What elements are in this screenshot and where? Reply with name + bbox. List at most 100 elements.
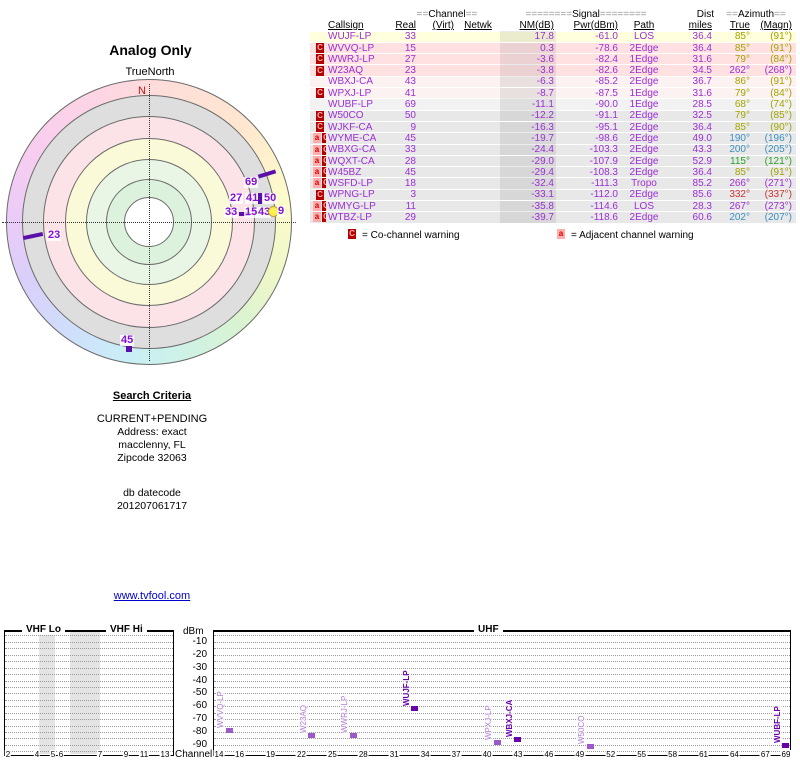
- cell-nm: -32.4: [500, 178, 556, 190]
- column-header-miles: miles: [688, 19, 712, 31]
- cell-true: 86°: [734, 76, 750, 88]
- channel-tick-label: 61: [698, 750, 709, 759]
- cell-pwr: -95.1: [595, 121, 618, 133]
- dbm-gridline: [214, 725, 790, 727]
- adjacent-channel-legend-text: = Adjacent channel warning: [571, 230, 694, 241]
- group-header-dist: Dist: [696, 8, 714, 20]
- db-datecode-value: 201207061717: [116, 500, 188, 512]
- channel-tick-label: 40: [481, 750, 493, 759]
- co-channel-warning-icon: C: [322, 178, 326, 189]
- cell-warn: C: [310, 42, 326, 54]
- dbm-gridline: [214, 635, 790, 637]
- cell-nm: -19.7: [500, 132, 556, 144]
- cell-magn: (85°): [770, 110, 792, 122]
- cell-miles: 36.4: [692, 42, 712, 54]
- vhf-gray-band: [70, 632, 100, 754]
- cell-warn: C: [310, 189, 326, 200]
- cell-true: 115°: [730, 155, 750, 167]
- channel-tick-label: 28: [357, 750, 369, 759]
- cell-true: 85°: [734, 31, 750, 43]
- cell-magn: (91°): [770, 76, 792, 88]
- cell-path: 2Edge: [629, 212, 659, 223]
- cell-pwr: -90.0: [595, 99, 618, 111]
- signal-bar: [349, 733, 357, 739]
- cell-path: LOS: [633, 200, 654, 212]
- signal-bar: [411, 705, 419, 711]
- channel-tick-label: 11: [138, 750, 150, 759]
- column-header-true: True: [729, 19, 750, 31]
- cell-callsign: WUJF-LP: [328, 31, 372, 43]
- polar-channel-label: 27: [229, 192, 244, 204]
- dbm-gridline: [5, 654, 173, 656]
- cell-real: 45: [404, 132, 416, 144]
- co-channel-legend-text: = Co-channel warning: [362, 230, 460, 241]
- cell-nm: -3.6: [500, 53, 556, 65]
- cell-miles: 43.3: [692, 144, 712, 156]
- cell-callsign: WQXT-CA: [328, 155, 375, 167]
- channel-tick-label: 52: [605, 750, 617, 759]
- channel-square-marker: [126, 346, 132, 352]
- dbm-gridline: [5, 641, 173, 643]
- cell-callsign: W45BZ: [328, 166, 362, 178]
- table-row: aCWMYG-LP 11 -35.8 -114.6 LOS 28.3 267° (273°): [310, 200, 796, 212]
- channel-tick-label: 4: [33, 750, 41, 759]
- adjacent-channel-warning-icon: a: [313, 201, 321, 212]
- dbm-gridline: [214, 641, 790, 643]
- cell-magn: (91°): [770, 42, 792, 54]
- co-channel-warning-icon: C: [316, 65, 324, 76]
- cell-nm: -3.8: [500, 65, 556, 77]
- dbm-gridline: [214, 706, 790, 708]
- search-zipcode: Zipcode 32063: [117, 452, 187, 464]
- cell-pwr: -87.5: [595, 87, 618, 99]
- dbm-gridline: [214, 674, 790, 676]
- co-channel-warning-icon: C: [322, 133, 326, 144]
- cell-miles: 85.2: [692, 178, 712, 190]
- cell-pwr: -98.6: [595, 132, 618, 144]
- cell-path: 2Edge: [629, 76, 659, 88]
- dbm-gridline: [5, 712, 173, 714]
- channel-tick-label: 19: [265, 750, 276, 759]
- cell-pwr: -108.3: [589, 166, 618, 178]
- cell-callsign: WTBZ-LP: [328, 212, 372, 223]
- signal-table: ==Channel== ========Signal======== Dist ==A…: [310, 8, 796, 223]
- dbm-gridline: [5, 648, 173, 650]
- cell-magn: (74°): [770, 99, 792, 111]
- cell-magn: (268°): [764, 65, 792, 77]
- adjacent-channel-warning-icon: a: [313, 133, 321, 144]
- cell-pwr: -91.1: [595, 110, 618, 122]
- dbm-gridline: [214, 693, 790, 695]
- cell-warn: aC: [310, 178, 326, 189]
- cell-pwr: -107.9: [589, 155, 618, 167]
- column-header-path: Path: [633, 19, 655, 31]
- channel-tick-label: 67: [759, 750, 771, 759]
- cell-miles: 31.6: [692, 53, 712, 65]
- vhf-box: [4, 630, 174, 756]
- cell-pwr: -78.6: [595, 42, 618, 54]
- bar-callsign-label: W23AQ: [298, 705, 308, 734]
- cell-pwr: -114.6: [590, 200, 618, 212]
- cell-true: 332°: [729, 189, 750, 201]
- dbm-gridline: [214, 744, 790, 746]
- adjacent-channel-warning-icon: a: [313, 178, 321, 189]
- cell-callsign: WVVQ-LP: [328, 42, 375, 54]
- cell-true: 68°: [734, 99, 750, 111]
- channel-tick-marker: [258, 193, 262, 204]
- cell-path: 2Edge: [629, 166, 659, 178]
- cell-callsign: WBXJ-CA: [328, 76, 373, 88]
- column-header-callsign: Callsign: [328, 19, 364, 31]
- dbm-tick-label: -20: [192, 648, 207, 660]
- co-channel-warning-icon: C: [322, 155, 326, 166]
- column-header-magn: (Magn): [760, 19, 792, 31]
- search-criteria-title: Search Criteria: [112, 390, 192, 402]
- cell-path: 2Edge: [629, 121, 659, 133]
- cell-real: 69: [404, 99, 416, 111]
- table-row: aCWSFD-LP 18 -32.4 -111.3 Tropo 85.2 266° (271°…: [310, 177, 796, 190]
- cell-nm: -12.2: [500, 110, 556, 122]
- bar-callsign-label: WUJF-LP: [401, 669, 411, 706]
- table-row: aCWBXG-CA 33 -24.4 -103.3 2Edge 43.3 200° (205°…: [310, 143, 796, 156]
- channel-tick-label: 7: [96, 750, 104, 759]
- vhf-lo-band-label: VHF Lo: [22, 624, 65, 635]
- cell-callsign: WJKF-CA: [328, 121, 373, 133]
- tvfool-link[interactable]: www.tvfool.com: [113, 590, 191, 602]
- table-row: aCWTBZ-LP 29 -39.7 -118.6 2Edge 60.6 202° (207°…: [310, 211, 796, 223]
